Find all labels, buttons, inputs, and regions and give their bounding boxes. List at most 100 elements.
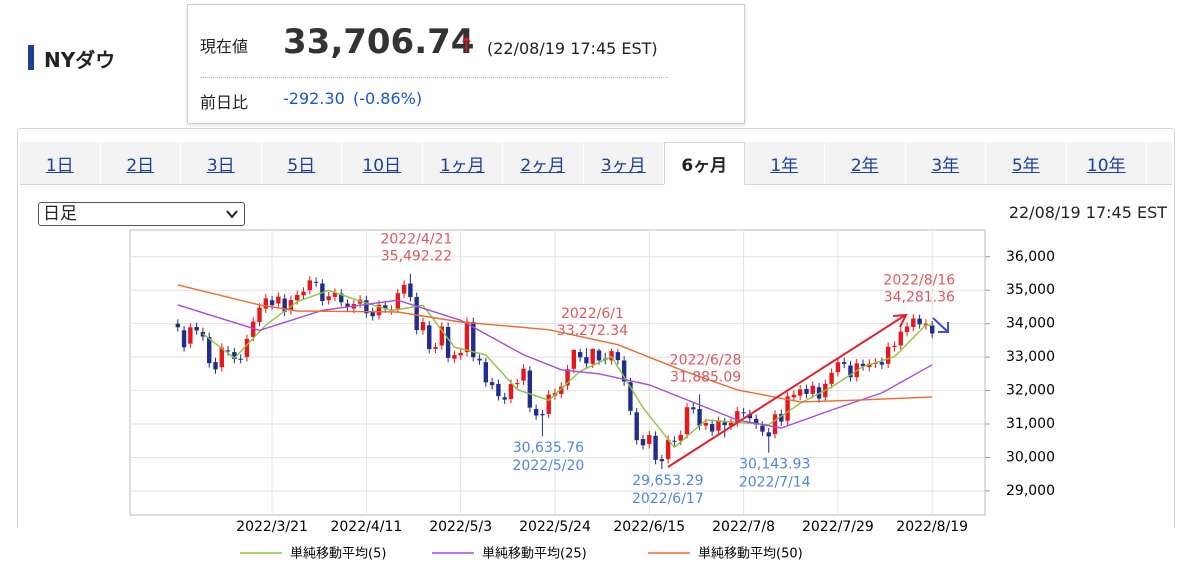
candle-body — [332, 292, 338, 297]
period-tab[interactable]: 2年 — [825, 142, 906, 184]
candle-body — [691, 407, 696, 410]
period-tab[interactable]: 1日 — [20, 142, 101, 184]
candle-body — [747, 413, 753, 419]
candle-body — [659, 459, 665, 462]
candle-body — [477, 358, 482, 361]
annotation-price: 30,143.93 — [739, 457, 810, 473]
chart-panel — [17, 128, 1175, 528]
candle-body — [181, 330, 187, 348]
candle-body — [244, 338, 250, 358]
candle-body — [295, 294, 300, 301]
chart-timestamp: 22/08/19 17:45 EST — [1008, 203, 1167, 222]
candle-body — [647, 435, 652, 445]
period-tab[interactable]: 1ヶ月 — [423, 142, 503, 184]
candle-body — [238, 358, 243, 360]
candle-body — [841, 362, 847, 364]
annotation-price: 35,492.22 — [381, 249, 452, 265]
period-tab[interactable]: 2日 — [101, 142, 181, 184]
candle-body — [445, 327, 451, 358]
period-tab[interactable]: 6ヶ月 — [664, 142, 745, 185]
candle-body — [276, 296, 281, 304]
candle-body — [502, 397, 507, 400]
legend-label: 単純移動平均(50) — [698, 546, 803, 562]
candle-body — [665, 439, 671, 460]
candle-body — [722, 422, 727, 426]
candle-body — [697, 408, 702, 426]
candle-body — [345, 303, 350, 308]
candle-body — [207, 337, 212, 364]
candle-body — [609, 351, 614, 361]
period-tab[interactable]: 3年 — [906, 142, 986, 184]
candle-body — [521, 368, 526, 381]
change-percent: (-0.86%) — [353, 89, 423, 108]
candle-body — [571, 349, 577, 369]
annotation-date: 2022/8/16 — [883, 272, 955, 288]
legend-label: 単純移動平均(25) — [482, 546, 587, 562]
moving-average-line — [177, 284, 933, 403]
candle-body — [728, 422, 734, 426]
candle-body — [885, 346, 891, 364]
x-tick-label: 2022/6/15 — [613, 519, 685, 535]
legend-label: 単純移動平均(5) — [290, 546, 386, 562]
candle-body — [615, 352, 621, 361]
candle-body — [577, 352, 583, 358]
candle-body — [263, 298, 268, 309]
candle-body — [741, 412, 746, 414]
candle-body — [860, 363, 866, 367]
candle-body — [370, 311, 375, 317]
annotation-price: 30,635.76 — [513, 440, 584, 456]
y-tick-label: 33,000 — [1006, 349, 1055, 365]
change-label: 前日比 — [200, 93, 249, 112]
select-value[interactable]: 日足 — [43, 204, 77, 224]
candle-body — [232, 352, 237, 359]
y-tick-label: 36,000 — [1006, 249, 1055, 265]
quote-box: 現在値 33,706.74 ↑ (22/08/19 17:45 EST) 前日比… — [187, 4, 745, 124]
candle-body — [772, 414, 778, 435]
price-label: 現在値 — [200, 37, 249, 56]
interval-select[interactable]: 日足 — [38, 202, 245, 226]
period-tab[interactable]: 1年 — [745, 142, 825, 184]
candle-body — [326, 296, 331, 301]
candle-body — [797, 389, 803, 396]
y-tick-label: 34,000 — [1006, 316, 1055, 332]
candle-body — [376, 304, 382, 316]
candle-body — [313, 281, 319, 283]
candle-body — [496, 383, 501, 397]
period-tab[interactable]: 3日 — [181, 142, 262, 184]
candle-body — [779, 413, 784, 422]
candle-body — [188, 327, 193, 344]
select-chevron — [226, 210, 238, 219]
candle-body — [175, 323, 180, 328]
period-tab[interactable]: 2ヶ月 — [503, 142, 584, 184]
candle-body — [684, 407, 690, 435]
candle-body — [621, 360, 627, 382]
candle-body — [703, 423, 709, 426]
candle-body — [420, 321, 426, 331]
candle-body — [282, 298, 287, 312]
candle-body — [533, 408, 539, 416]
candle-body — [427, 325, 432, 350]
price: 33,706.74 — [283, 22, 475, 62]
candle-body — [590, 348, 595, 364]
candle-body — [753, 418, 759, 425]
candle-body — [559, 386, 564, 394]
down-arrow — [932, 317, 948, 332]
period-tab[interactable]: 3ヶ月 — [584, 142, 664, 184]
candle-body — [414, 296, 419, 330]
candle-body — [848, 365, 853, 378]
candle-body — [288, 299, 294, 311]
candle-body — [383, 305, 388, 309]
period-tab[interactable]: 10日 — [342, 142, 423, 184]
candle-body — [301, 291, 306, 296]
period-tab[interactable]: 5日 — [262, 142, 342, 184]
candle-body — [785, 396, 790, 421]
candle-body — [565, 369, 570, 386]
candle-body — [584, 357, 589, 364]
candle-body — [540, 413, 545, 416]
x-tick-label: 2022/5/24 — [519, 519, 591, 535]
period-tab[interactable]: 5年 — [986, 142, 1067, 184]
period-tab[interactable]: 10年 — [1067, 142, 1147, 184]
down-arrow-head — [938, 322, 949, 333]
candle-body — [515, 383, 520, 385]
